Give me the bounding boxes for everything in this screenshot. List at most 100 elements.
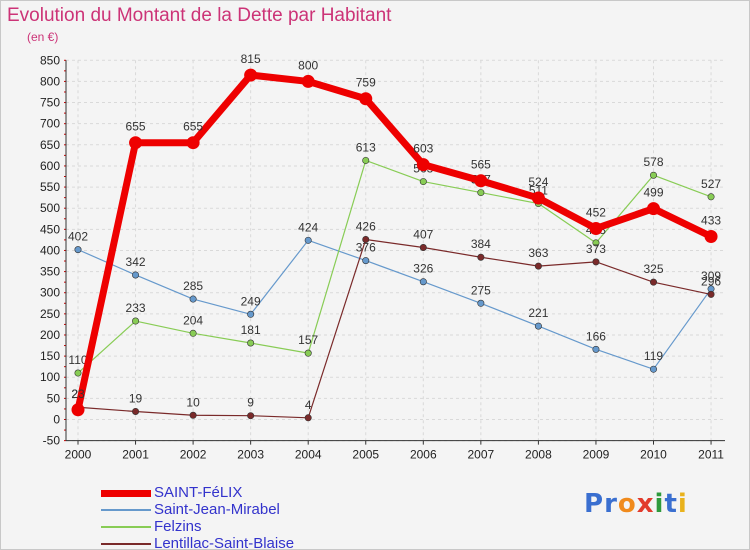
data-label: 309 xyxy=(701,269,721,283)
data-point xyxy=(649,365,657,373)
data-point xyxy=(132,271,140,279)
data-label: 10 xyxy=(186,395,200,409)
data-label: 800 xyxy=(298,58,318,72)
y-tick-label: 800 xyxy=(40,74,60,88)
data-point xyxy=(704,230,718,244)
data-label: 407 xyxy=(413,228,433,242)
x-tick-label: 2007 xyxy=(467,448,494,462)
legend-label: Lentillac-Saint-Blaise xyxy=(154,535,295,550)
logo-letter: i xyxy=(654,489,665,519)
data-point xyxy=(186,136,200,150)
data-label: 204 xyxy=(183,313,203,327)
data-label: 221 xyxy=(528,306,548,320)
data-label: 655 xyxy=(183,120,203,134)
data-label: 815 xyxy=(241,52,261,66)
x-tick-label: 2005 xyxy=(352,448,379,462)
data-label: 157 xyxy=(298,333,318,347)
x-tick-label: 2010 xyxy=(640,448,667,462)
data-point xyxy=(362,257,370,265)
data-label: 452 xyxy=(586,205,606,219)
data-point xyxy=(189,329,197,337)
legend-item: SAINT-FéLIX xyxy=(101,484,361,502)
data-label: 166 xyxy=(586,329,606,343)
legend-item: Lentillac-Saint-Blaise xyxy=(101,535,361,550)
data-point xyxy=(247,310,255,318)
y-tick-label: 400 xyxy=(40,243,60,257)
data-label: 296 xyxy=(701,274,721,288)
x-tick-label: 2009 xyxy=(583,448,610,462)
legend-swatch xyxy=(101,526,151,528)
data-point xyxy=(589,221,603,235)
data-label: 565 xyxy=(471,158,491,172)
data-point xyxy=(531,191,545,205)
y-tick-label: 600 xyxy=(40,159,60,173)
chart-subtitle: (en €) xyxy=(27,30,59,44)
data-label: 578 xyxy=(643,155,663,169)
logo-letter: r xyxy=(604,489,618,519)
data-label: 424 xyxy=(298,220,318,234)
legend-swatch xyxy=(101,509,151,511)
x-tick-label: 2000 xyxy=(65,448,92,462)
data-label: 233 xyxy=(126,301,146,315)
x-tick-label: 2008 xyxy=(525,448,552,462)
legend-item: Saint-Jean-Mirabel xyxy=(101,501,361,519)
data-point xyxy=(132,317,140,325)
proxiti-logo: Proxiti xyxy=(584,489,688,519)
data-point xyxy=(592,239,600,247)
data-point xyxy=(649,278,657,286)
x-tick-label: 2004 xyxy=(295,448,322,462)
logo-letter: t xyxy=(664,489,678,519)
chart-legend: SAINT-FéLIX Saint-Jean-Mirabel Felzins Lent… xyxy=(101,484,361,550)
data-point xyxy=(74,369,82,377)
data-point xyxy=(477,299,485,307)
data-point xyxy=(132,407,140,415)
data-point xyxy=(244,68,258,82)
legend-label: Saint-Jean-Mirabel xyxy=(154,501,280,518)
series-line xyxy=(74,71,715,414)
data-label: 759 xyxy=(356,76,376,90)
data-point xyxy=(707,290,715,298)
data-label: 363 xyxy=(528,246,548,260)
data-point xyxy=(534,262,542,270)
logo-letter: x xyxy=(636,489,655,519)
y-tick-label: -50 xyxy=(43,434,61,448)
y-tick-label: 150 xyxy=(40,349,60,363)
y-tick-label: 850 xyxy=(40,53,60,67)
y-tick-label: 200 xyxy=(40,328,60,342)
data-point xyxy=(189,411,197,419)
data-label: 326 xyxy=(413,262,433,276)
data-point xyxy=(416,158,430,172)
data-label: 373 xyxy=(586,242,606,256)
data-label: 110 xyxy=(68,353,87,367)
legend-swatch xyxy=(101,543,151,545)
y-tick-label: 650 xyxy=(40,138,60,152)
data-label: 325 xyxy=(643,262,663,276)
data-point xyxy=(592,345,600,353)
series-line xyxy=(77,159,712,374)
data-label: 181 xyxy=(241,323,261,337)
y-tick-label: 500 xyxy=(40,201,60,215)
data-point xyxy=(477,253,485,261)
x-tick-label: 2002 xyxy=(180,448,207,462)
y-tick-label: 700 xyxy=(40,117,60,131)
data-point xyxy=(71,403,85,417)
data-label: 603 xyxy=(413,142,433,156)
y-tick-label: 0 xyxy=(53,413,60,427)
data-label: 285 xyxy=(183,279,203,293)
data-point xyxy=(419,178,427,186)
data-point xyxy=(304,349,312,357)
y-tick-label: 250 xyxy=(40,307,60,321)
data-label: 499 xyxy=(643,186,663,200)
data-point xyxy=(301,74,315,88)
data-point xyxy=(474,174,488,188)
data-label: 402 xyxy=(68,230,88,244)
y-tick-label: 450 xyxy=(40,222,60,236)
data-point xyxy=(419,244,427,252)
x-tick-label: 2003 xyxy=(237,448,264,462)
data-point xyxy=(189,295,197,303)
series-line xyxy=(77,238,712,419)
y-tick-label: 300 xyxy=(40,286,60,300)
data-point xyxy=(649,171,657,179)
